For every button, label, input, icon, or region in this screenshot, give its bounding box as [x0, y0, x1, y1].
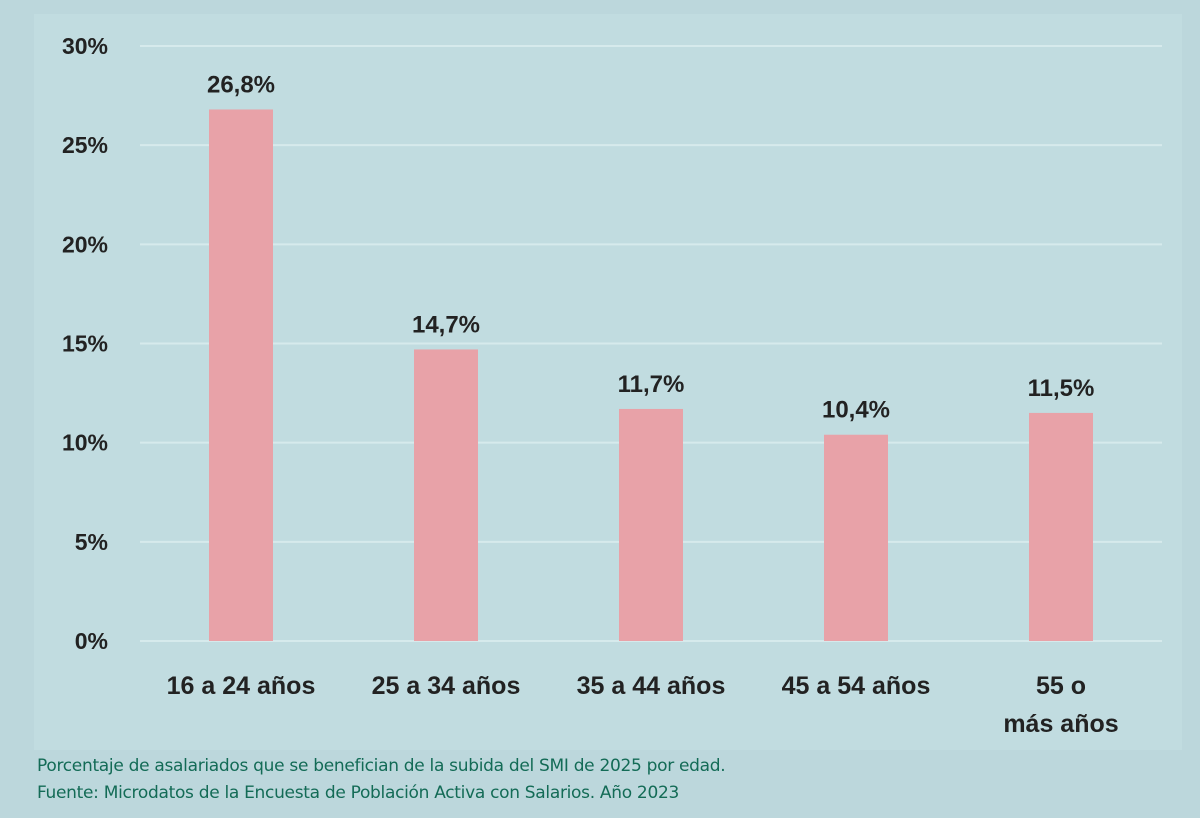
x-tick-label: 55 o más años: [1003, 672, 1118, 738]
bar: [1029, 412, 1093, 641]
y-tick-label: 10%: [62, 430, 108, 456]
bar: [619, 408, 683, 641]
y-tick-label: 15%: [62, 331, 108, 357]
chart-caption: Porcentaje de asalariados que se benefic…: [37, 756, 726, 776]
data-label: 11,5%: [1028, 375, 1095, 402]
x-tick-label: 16 a 24 años: [167, 672, 316, 700]
chart-source: Fuente: Microdatos de la Encuesta de Pob…: [37, 783, 679, 803]
bar: [209, 109, 273, 641]
data-label: 10,4%: [822, 397, 890, 424]
data-label: 14,7%: [412, 311, 480, 338]
x-tick-label: 25 a 34 años: [372, 672, 521, 700]
y-tick-label: 5%: [75, 529, 108, 555]
y-tick-label: 30%: [62, 33, 108, 59]
y-tick-label: 25%: [62, 132, 108, 158]
bar: [414, 349, 478, 641]
bar: [824, 434, 888, 641]
y-tick-label: 0%: [75, 628, 108, 654]
x-tick-label: 45 a 54 años: [782, 672, 931, 700]
data-label: 26,8%: [207, 71, 275, 98]
x-tick-label: 35 a 44 años: [577, 672, 726, 700]
data-label: 11,7%: [618, 371, 685, 398]
y-tick-label: 20%: [62, 231, 108, 257]
